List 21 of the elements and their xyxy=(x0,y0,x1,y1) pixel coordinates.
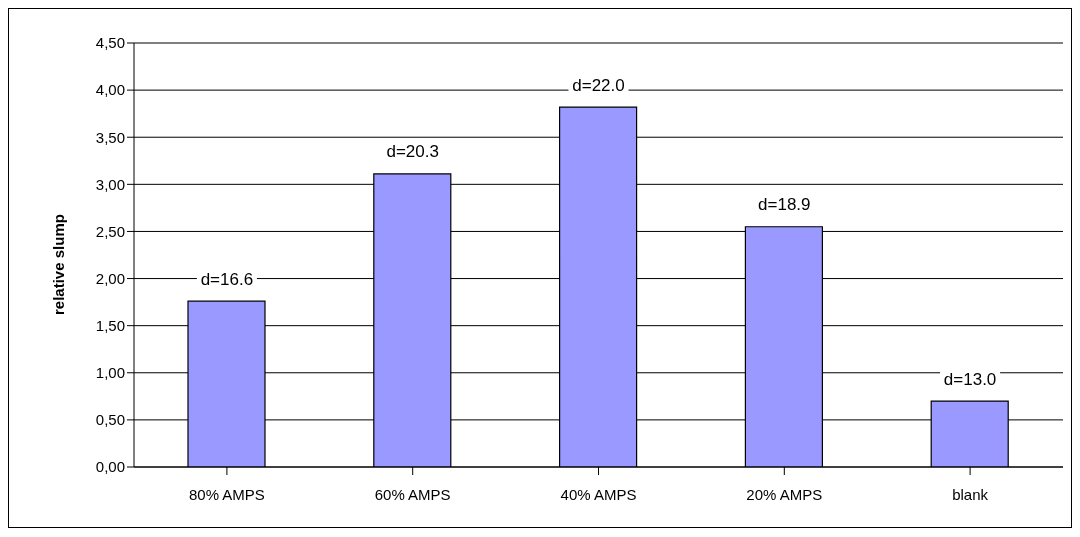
y-tick-label: 1,50 xyxy=(95,316,125,334)
annotation: d=13.0 xyxy=(943,369,997,389)
y-tick-label: 4,00 xyxy=(95,81,125,99)
annotation: d=20.3 xyxy=(386,142,439,162)
y-tick-label: 4,50 xyxy=(95,34,125,52)
x-tick-label: 80% AMPS xyxy=(188,485,265,503)
y-tick-label: 1,00 xyxy=(95,364,125,382)
y-tick-label: 0,50 xyxy=(95,411,125,429)
y-tick-label: 0,00 xyxy=(95,458,125,476)
y-axis-title: relative slump xyxy=(50,214,68,315)
x-tick-label: blank xyxy=(952,485,989,503)
y-tick-label: 2,50 xyxy=(95,222,125,240)
x-tick-label: 60% AMPS xyxy=(374,485,451,503)
y-tick-label: 3,50 xyxy=(95,128,125,146)
y-tick-label: 3,00 xyxy=(95,175,125,193)
x-tick-label: 40% AMPS xyxy=(560,485,637,503)
annotation: d=16.6 xyxy=(200,269,254,289)
annotation: d=22.0 xyxy=(572,75,625,95)
x-tick-label: 20% AMPS xyxy=(746,485,823,503)
y-tick-label: 2,00 xyxy=(95,269,125,287)
annotation: d=18.9 xyxy=(758,195,811,215)
